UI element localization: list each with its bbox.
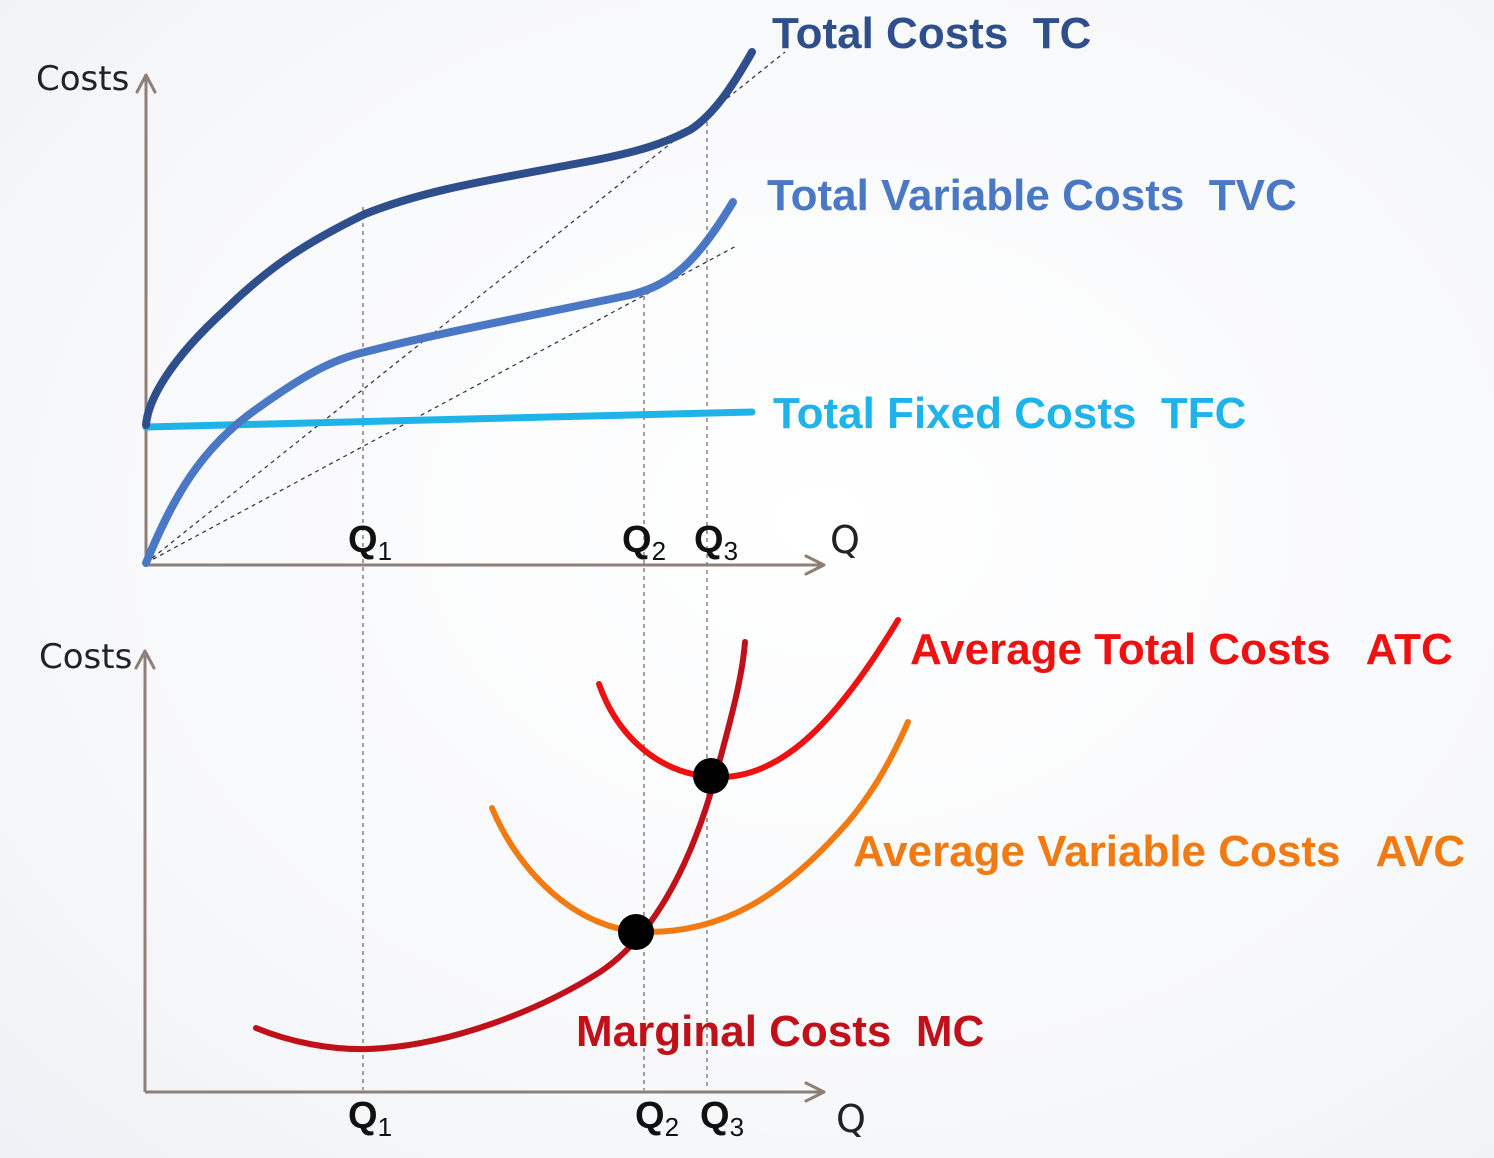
bottom-y-axis-arrow: [134, 649, 156, 670]
bottom-q1-label: Q1: [348, 1095, 392, 1142]
top-y-axis-arrow: [135, 73, 157, 94]
avc-label: Average Variable Costs AVC: [853, 827, 1465, 876]
mc-label: Marginal Costs MC: [576, 1007, 984, 1056]
atc-label: Average Total Costs ATC: [910, 625, 1453, 674]
top-x-axis-arrow: [804, 554, 826, 576]
tfc-curve: [142, 408, 756, 431]
bottom-q2-label: Q2: [635, 1095, 679, 1142]
tvc-label: Total Variable Costs TVC: [767, 171, 1297, 220]
atc-minimum-point: [693, 758, 729, 794]
bottom-y-axis-label: Costs: [39, 637, 132, 677]
top-q1-label: Q1: [348, 519, 392, 566]
tc-label: Total Costs TC: [772, 9, 1091, 58]
tvc-curve: [142, 198, 737, 567]
tc-curve: [142, 48, 756, 429]
bottom-panel: Costs Q Q1 Q2 Q3 Average Total Costs ATC…: [39, 617, 1465, 1142]
bottom-q3-label: Q3: [700, 1095, 744, 1142]
bottom-x-axis-arrow: [804, 1081, 826, 1103]
bottom-x-axis-label: Q: [836, 1097, 866, 1141]
avc-minimum-point: [618, 914, 654, 950]
tvc-tangent-ray: [145, 244, 739, 564]
top-q2-label: Q2: [622, 519, 666, 566]
top-q3-label: Q3: [694, 519, 738, 566]
tfc-label: Total Fixed Costs TFC: [773, 389, 1246, 438]
top-panel: Costs Q Q1 Q2 Q3 Total Costs TC Total Va…: [36, 9, 1297, 1090]
mc-curve: [253, 639, 748, 1053]
avc-curve: [489, 719, 911, 936]
top-x-axis-label: Q: [830, 518, 860, 562]
top-y-axis-label: Costs: [36, 59, 129, 99]
